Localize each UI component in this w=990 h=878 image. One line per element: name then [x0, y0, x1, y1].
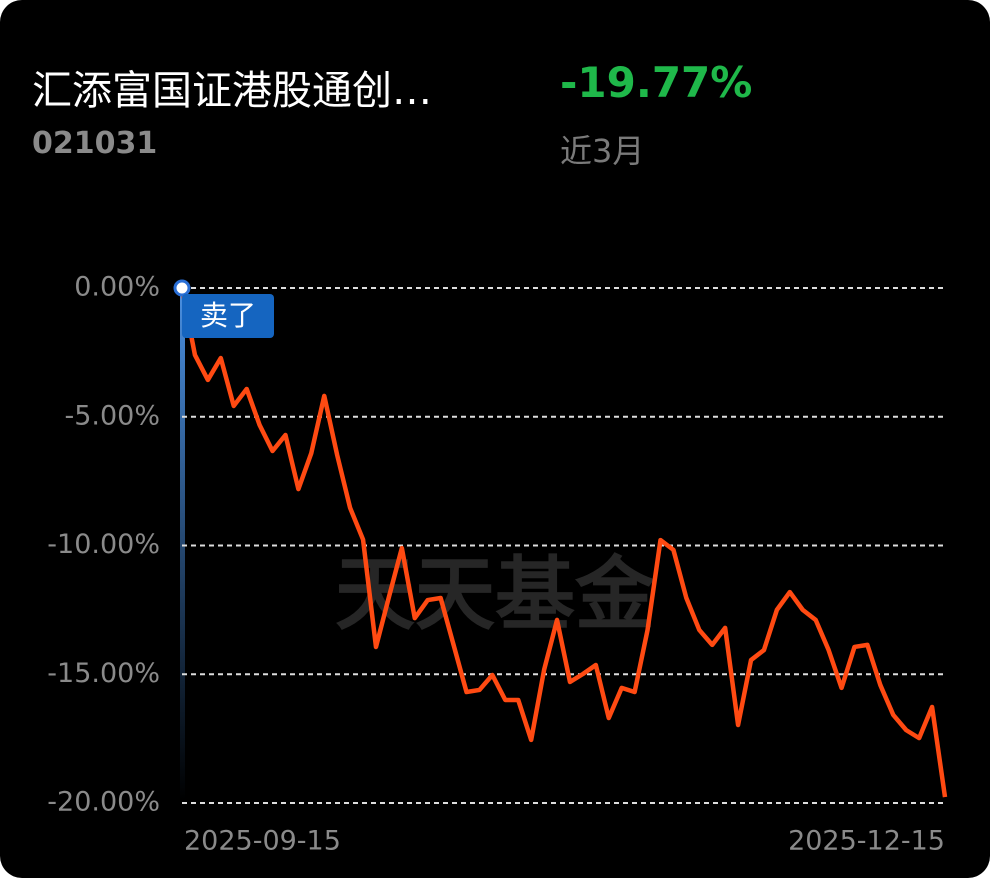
return-value: -19.77%: [560, 58, 753, 107]
y-tick-label: -20.00%: [47, 787, 160, 818]
fund-title: 汇添富国证港股通创…: [32, 68, 432, 114]
marker-label: 卖了: [200, 299, 256, 332]
fund-code: 021031: [32, 126, 158, 161]
series-line: [179, 287, 948, 798]
y-tick-label: -10.00%: [47, 529, 160, 560]
x-tick-label: 2025-09-15: [184, 826, 341, 857]
y-tick-label: -5.00%: [64, 400, 160, 431]
start-point: [173, 279, 191, 297]
y-tick-label: 0.00%: [74, 272, 160, 303]
marker-line: [180, 288, 185, 800]
y-tick-label: -15.00%: [47, 658, 160, 689]
marker-tag: [182, 294, 274, 338]
period-label: 近3月: [560, 132, 645, 170]
x-tick-label: 2025-12-15: [788, 826, 945, 857]
